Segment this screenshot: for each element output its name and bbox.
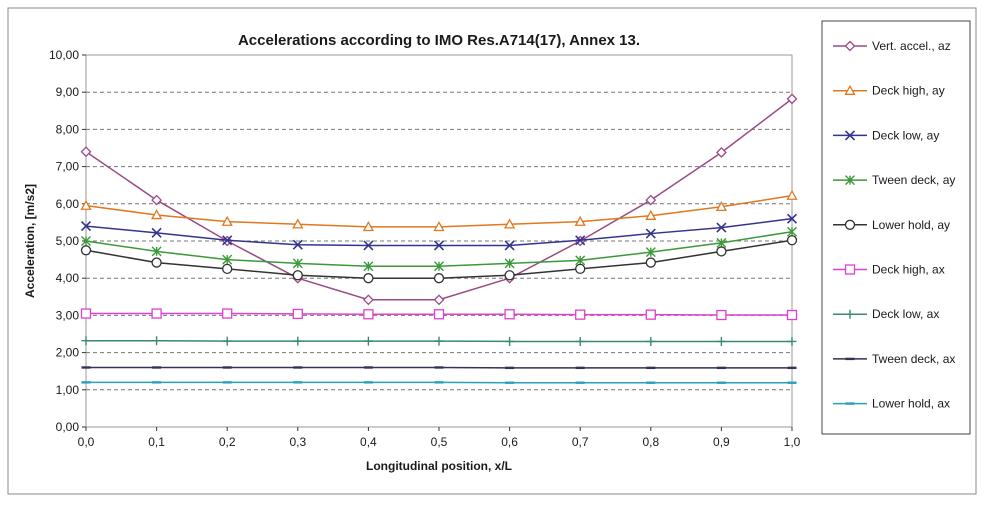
x-tick-label: 0,1 xyxy=(148,435,165,449)
x-tick-label: 0,5 xyxy=(431,435,448,449)
data-point xyxy=(223,309,232,318)
legend-label: Vert. accel., az xyxy=(872,39,951,53)
data-point xyxy=(152,258,161,267)
y-tick-label: 8,00 xyxy=(56,122,80,136)
data-point xyxy=(82,246,91,255)
data-point xyxy=(435,310,444,319)
legend-marker xyxy=(846,265,855,274)
data-point xyxy=(576,310,585,319)
data-point xyxy=(788,236,797,245)
y-axis-label: Acceleration, [m/s2] xyxy=(23,184,37,298)
data-point xyxy=(293,271,302,280)
x-tick-label: 0,7 xyxy=(572,435,589,449)
y-tick-label: 3,00 xyxy=(56,308,80,322)
y-tick-label: 0,00 xyxy=(56,420,80,434)
legend-label: Tween deck, ax xyxy=(872,352,955,366)
y-tick-label: 4,00 xyxy=(56,271,80,285)
data-point xyxy=(646,258,655,267)
y-tick-label: 10,00 xyxy=(49,48,79,62)
x-tick-label: 0,2 xyxy=(219,435,236,449)
y-tick-label: 9,00 xyxy=(56,85,80,99)
x-axis-label: Longitudinal position, x/L xyxy=(366,459,512,473)
data-point xyxy=(717,247,726,256)
data-point xyxy=(152,309,161,318)
data-point xyxy=(646,310,655,319)
legend-label: Tween deck, ay xyxy=(872,173,955,187)
y-tick-label: 1,00 xyxy=(56,383,80,397)
legend-entry: Lower hold, ay xyxy=(833,218,950,232)
data-point xyxy=(223,264,232,273)
y-tick-label: 5,00 xyxy=(56,234,80,248)
data-point xyxy=(576,264,585,273)
data-point xyxy=(788,311,797,320)
x-tick-label: 0,8 xyxy=(642,435,659,449)
x-tick-label: 0,3 xyxy=(289,435,306,449)
data-point xyxy=(505,310,514,319)
legend-entry: Deck high, ax xyxy=(833,263,945,277)
data-point xyxy=(82,309,91,318)
legend-label: Deck high, ay xyxy=(872,84,945,98)
legend-label: Lower hold, ay xyxy=(872,218,950,232)
x-tick-label: 0,0 xyxy=(78,435,95,449)
legend-label: Lower hold, ax xyxy=(872,397,950,411)
y-tick-label: 2,00 xyxy=(56,346,80,360)
legend-label: Deck high, ax xyxy=(872,263,945,277)
x-tick-label: 0,6 xyxy=(501,435,518,449)
legend-label: Deck low, ax xyxy=(872,307,939,321)
legend-label: Deck low, ay xyxy=(872,128,939,142)
chart-title: Accelerations according to IMO Res.A714(… xyxy=(238,32,640,49)
y-tick-label: 6,00 xyxy=(56,197,80,211)
legend-marker xyxy=(846,220,855,229)
x-tick-label: 0,4 xyxy=(360,435,377,449)
data-point xyxy=(364,310,373,319)
y-tick-label: 7,00 xyxy=(56,160,80,174)
data-point xyxy=(435,274,444,283)
data-point xyxy=(364,274,373,283)
data-point xyxy=(717,311,726,320)
data-point xyxy=(505,271,514,280)
data-point xyxy=(293,309,302,318)
x-tick-label: 0,9 xyxy=(713,435,730,449)
x-tick-label: 1,0 xyxy=(784,435,801,449)
